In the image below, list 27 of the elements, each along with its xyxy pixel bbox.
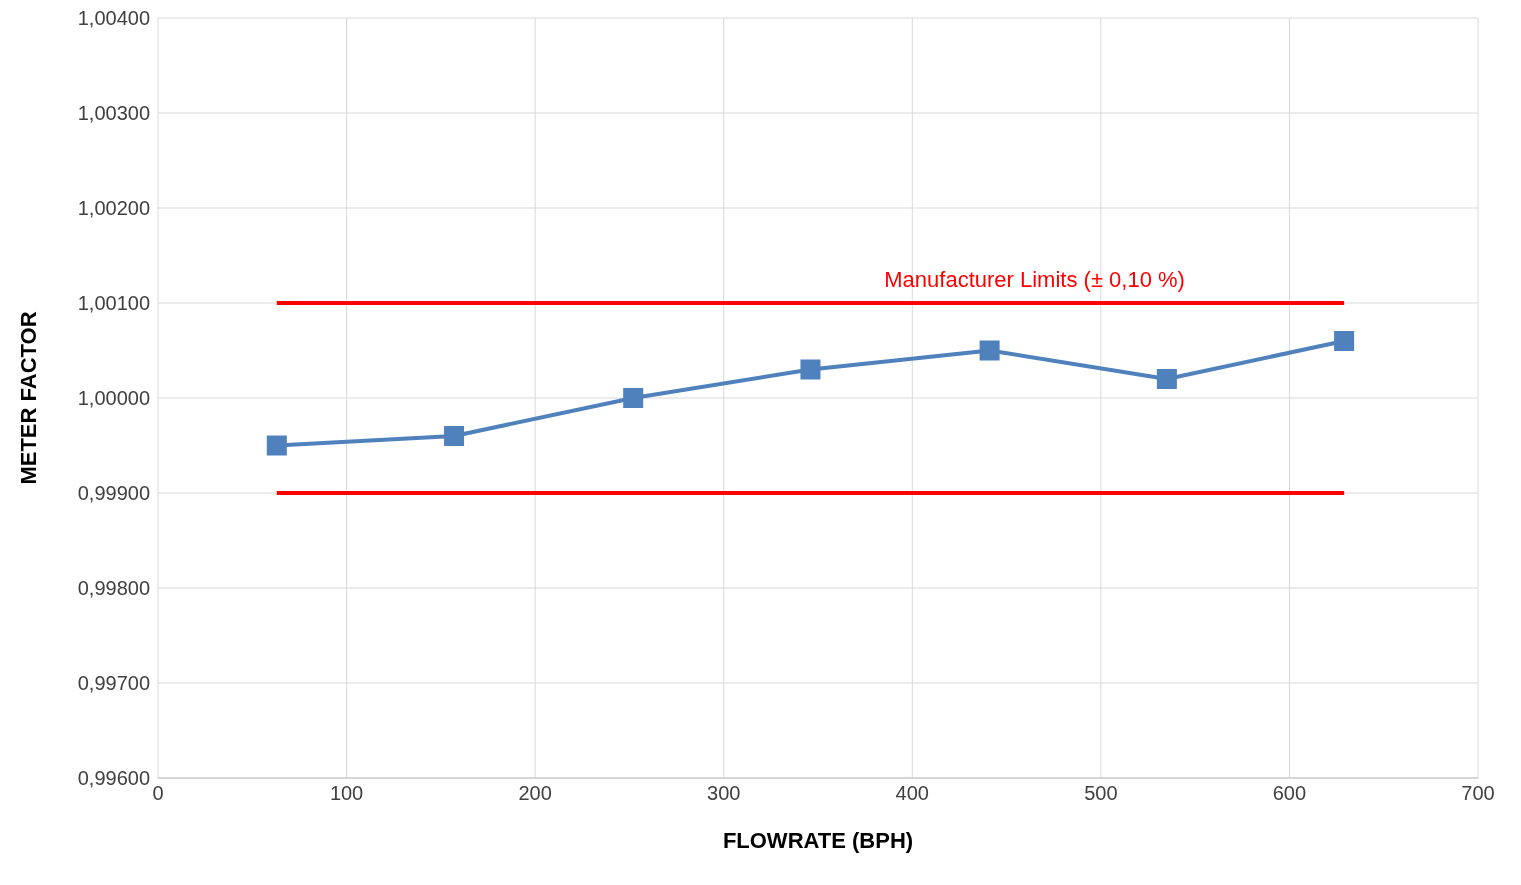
annotation: Manufacturer Limits (± 0,10 %) (884, 267, 1185, 293)
y-tick-label: 1,00000 (77, 387, 150, 410)
y-tick-label: 0,99700 (77, 672, 150, 695)
y-tick-label: 1,00200 (77, 197, 150, 220)
y-axis-title: METER FACTOR (15, 311, 41, 485)
x-tick-label: 600 (1272, 782, 1307, 805)
x-tick-label: 200 (518, 782, 552, 805)
point (444, 426, 465, 446)
x-axis-title: FLOWRATE (BPH) (722, 828, 914, 853)
x-tick-label: 300 (707, 782, 741, 805)
y-tick-label: 1,00300 (77, 102, 150, 125)
y-tick-label: 0,99800 (77, 577, 150, 600)
x-tick-label: 700 (1461, 782, 1495, 805)
x-tick-label: 500 (1084, 782, 1118, 805)
point (1334, 331, 1355, 351)
point (266, 435, 287, 456)
y-tick-label: 0,99600 (77, 767, 150, 790)
point (800, 359, 821, 380)
y-tick-label: 1,00100 (77, 292, 150, 315)
x-tick-label: 100 (329, 782, 364, 805)
point (623, 388, 644, 408)
y-tick-label: 0,99900 (77, 482, 150, 505)
y-tick-label: 1,00400 (77, 7, 150, 30)
point (1156, 369, 1177, 389)
x-tick-label: 0 (152, 782, 164, 805)
x-tick-label: 400 (895, 782, 929, 805)
point (979, 340, 1000, 361)
